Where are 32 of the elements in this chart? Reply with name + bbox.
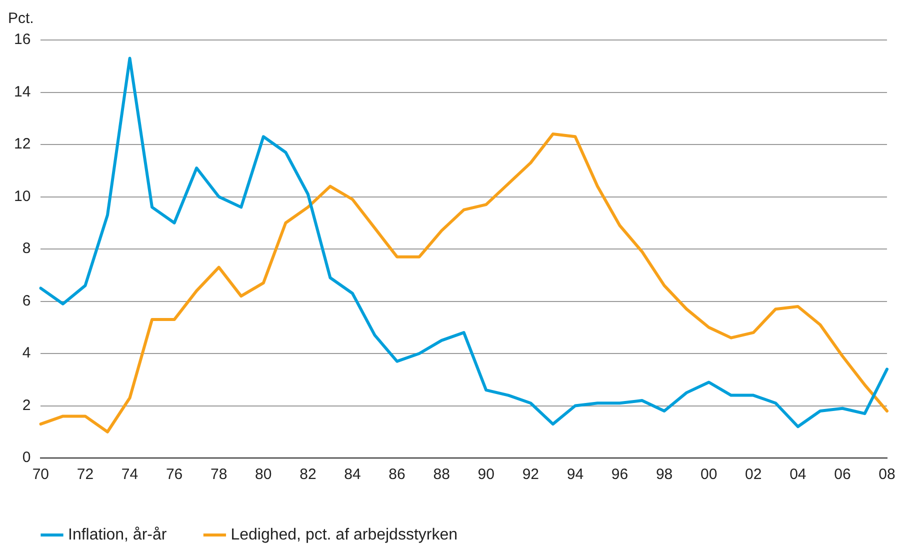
x-tick-label: 08 [878,466,896,484]
x-tick-label: 86 [388,466,406,484]
y-tick-label: 6 [22,292,31,310]
x-tick-label: 76 [166,466,183,484]
y-tick-label: 4 [22,344,31,362]
x-tick-label: 84 [344,466,361,484]
x-tick-label: 88 [433,466,450,484]
x-tick-label: 02 [745,466,762,484]
x-tick-label: 92 [522,466,539,484]
legend-label: Ledighed, pct. af arbejdsstyrken [230,526,458,544]
x-tick-label: 98 [656,466,673,484]
y-tick-label: 12 [14,136,31,153]
x-tick-label: 70 [32,466,50,484]
y-tick-label: 10 [14,188,31,205]
y-tick-label: 0 [22,449,31,466]
y-tick-label: 16 [14,31,31,48]
x-tick-label: 72 [76,466,94,484]
x-tick-label: 90 [478,466,494,484]
x-tick-label: 04 [790,466,806,484]
x-tick-label: 96 [611,466,628,484]
x-tick-label: 00 [700,466,718,484]
x-tick-label: 82 [300,466,316,484]
legend-label: Inflation, år-år [68,526,168,544]
x-tick-label: 80 [255,466,272,484]
y-tick-label: 2 [22,396,31,414]
y-tick-label: 8 [22,240,31,258]
x-tick-label: 74 [121,466,138,484]
x-tick-label: 78 [210,466,228,484]
y-tick-label: 14 [14,83,31,100]
x-tick-label: 06 [834,466,851,484]
y-axis-title: Pct. [8,10,34,27]
x-tick-label: 94 [566,466,584,484]
